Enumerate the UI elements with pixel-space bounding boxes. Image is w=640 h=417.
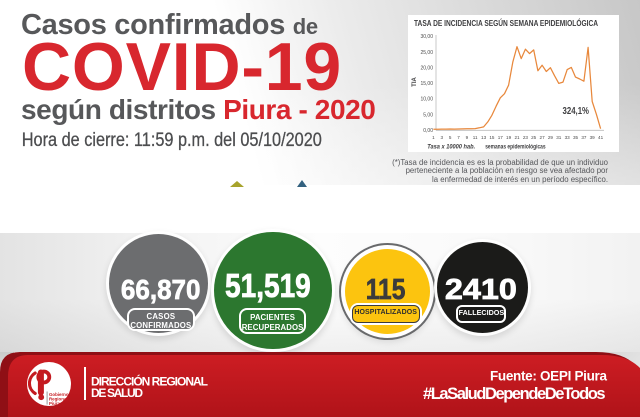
svg-text:27: 27: [540, 135, 546, 140]
svg-text:Piura: Piura: [49, 400, 61, 405]
svg-text:#LaSaludDependeDeTodos: #LaSaludDependeDeTodos: [423, 385, 606, 403]
svg-text:19: 19: [506, 135, 512, 140]
svg-text:TASA DE INCIDENCIA SEGÚN SEMAN: TASA DE INCIDENCIA SEGÚN SEMANA EPIDEMIO…: [414, 19, 598, 28]
svg-text:29: 29: [548, 135, 554, 140]
svg-text:Regional: Regional: [49, 396, 68, 401]
svg-text:Tasa x 10000 hab.: Tasa x 10000 hab.: [427, 143, 475, 150]
svg-text:37: 37: [581, 135, 587, 140]
svg-text:Fuente: OEPI Piura: Fuente: OEPI Piura: [490, 369, 607, 384]
svg-text:17: 17: [498, 135, 504, 140]
svg-text:7: 7: [457, 135, 460, 140]
svg-text:11: 11: [473, 135, 478, 140]
svg-text:semanas epidemiológicas: semanas epidemiológicas: [485, 143, 546, 150]
svg-text:3: 3: [441, 135, 444, 140]
svg-text:25: 25: [531, 135, 537, 140]
svg-text:0,00: 0,00: [423, 128, 433, 134]
svg-text:30,00: 30,00: [420, 34, 433, 40]
svg-text:9: 9: [466, 135, 469, 140]
svg-text:35: 35: [573, 135, 579, 140]
svg-text:13: 13: [481, 135, 487, 140]
svg-text:66,870: 66,870: [120, 273, 200, 304]
svg-text:39: 39: [590, 135, 596, 140]
svg-text:33: 33: [565, 135, 571, 140]
svg-text:Gobierno: Gobierno: [49, 392, 69, 397]
svg-text:25,00: 25,00: [420, 50, 433, 56]
svg-text:115: 115: [366, 274, 406, 306]
svg-text:DE SALUD: DE SALUD: [91, 386, 143, 400]
svg-text:5: 5: [449, 135, 452, 140]
svg-text:31: 31: [556, 135, 562, 140]
svg-text:324,1%: 324,1%: [563, 106, 590, 117]
svg-text:Hora de cierre: 11:59 p.m. del: Hora de cierre: 11:59 p.m. del 05/10/202…: [22, 129, 322, 151]
svg-text:23: 23: [523, 135, 529, 140]
svg-text:10,00: 10,00: [420, 97, 433, 103]
svg-text:2410: 2410: [445, 274, 517, 306]
svg-text:15,00: 15,00: [420, 81, 433, 87]
svg-text:21: 21: [514, 135, 520, 140]
svg-text:DIRECCIÓN REGIONAL: DIRECCIÓN REGIONAL: [91, 373, 208, 388]
svg-text:1: 1: [432, 135, 435, 140]
svg-text:20,00: 20,00: [420, 65, 433, 71]
svg-text:41: 41: [598, 135, 604, 140]
svg-text:51,519: 51,519: [225, 267, 311, 304]
svg-text:5,00: 5,00: [423, 112, 433, 118]
svg-text:TIA: TIA: [412, 77, 418, 87]
svg-text:15: 15: [489, 135, 495, 140]
